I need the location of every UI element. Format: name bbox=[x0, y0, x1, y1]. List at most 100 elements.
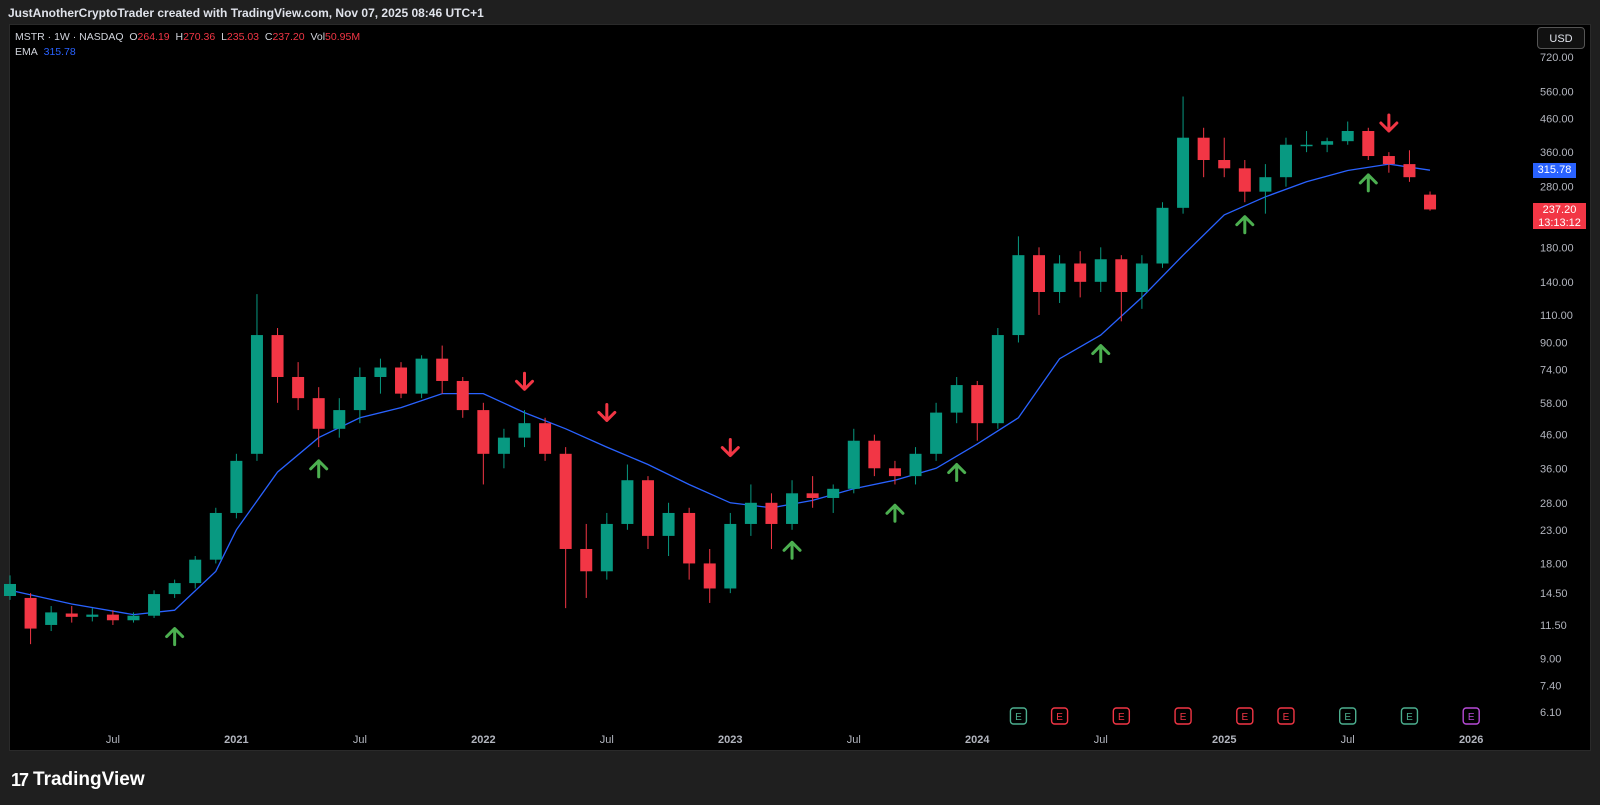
y-tick-label: 140.00 bbox=[1540, 277, 1574, 289]
last-price-text: 237.20 bbox=[1542, 204, 1577, 216]
tradingview-mark-icon: 17 bbox=[11, 769, 29, 790]
candle-body bbox=[1115, 259, 1128, 292]
tradingview-wordmark: TradingView bbox=[33, 769, 145, 790]
candle-body bbox=[86, 614, 99, 617]
currency-button[interactable]: USD bbox=[1537, 27, 1585, 49]
ema-value: 315.78 bbox=[43, 46, 76, 58]
buy-signal-arrow-icon bbox=[1235, 215, 1255, 235]
attribution-bar: JustAnotherCryptoTrader created with Tra… bbox=[0, 0, 1600, 24]
candle-body bbox=[209, 512, 222, 560]
x-tick-label: Jul bbox=[1094, 734, 1108, 746]
candle-body bbox=[415, 358, 428, 394]
x-tick-label: Jul bbox=[353, 734, 367, 746]
x-tick-label: 2024 bbox=[965, 734, 990, 746]
earnings-marker-label: E bbox=[1468, 712, 1475, 723]
candle-body bbox=[230, 460, 243, 513]
candle-body bbox=[1053, 263, 1066, 292]
x-tick-label: Jul bbox=[1341, 734, 1355, 746]
y-tick-label: 7.40 bbox=[1540, 680, 1561, 692]
candle-body bbox=[1012, 255, 1025, 336]
candle-body bbox=[744, 502, 757, 524]
earnings-marker-icon bbox=[1462, 707, 1480, 725]
candle-body bbox=[353, 376, 366, 411]
y-tick-label: 110.00 bbox=[1540, 310, 1573, 322]
earnings-marker-label: E bbox=[1406, 712, 1413, 723]
x-tick-label: Jul bbox=[847, 734, 861, 746]
buy-signal-arrow-icon bbox=[165, 627, 185, 647]
y-tick-label: 90.00 bbox=[1540, 337, 1568, 349]
earnings-marker-icon bbox=[1339, 707, 1357, 725]
candle-body bbox=[1094, 259, 1107, 282]
candle-body bbox=[374, 367, 387, 377]
candle-body bbox=[1403, 164, 1416, 178]
candle-body bbox=[1218, 160, 1231, 169]
buy-signal-arrow-icon bbox=[885, 503, 905, 523]
y-tick-label: 280.00 bbox=[1540, 182, 1574, 194]
bar-countdown: 13:13:12 bbox=[1538, 217, 1581, 229]
candle-body bbox=[1177, 137, 1190, 208]
candle-body bbox=[703, 563, 716, 589]
y-tick-label: 11.50 bbox=[1540, 620, 1567, 632]
candle-body bbox=[168, 583, 181, 595]
low-value: 235.03 bbox=[226, 31, 260, 43]
candle-body bbox=[1424, 194, 1437, 210]
y-tick-label: 14.50 bbox=[1540, 588, 1568, 600]
x-tick-label: 2026 bbox=[1459, 734, 1483, 746]
high-label: H bbox=[175, 31, 184, 43]
volume-label: Vol bbox=[310, 31, 326, 43]
x-tick-label: 2023 bbox=[718, 734, 742, 746]
candle-body bbox=[1156, 207, 1169, 264]
symbol-label[interactable]: MSTR · 1W · NASDAQ bbox=[15, 31, 124, 43]
tradingview-logo[interactable]: 17 TradingView bbox=[11, 769, 145, 791]
candle-body bbox=[1362, 130, 1375, 157]
candle-body bbox=[65, 613, 78, 617]
y-tick-label: 18.00 bbox=[1540, 558, 1568, 570]
candle-body bbox=[1033, 255, 1046, 292]
ohlc-row: MSTR · 1W · NASDAQ O264.19 H270.36 L235.… bbox=[15, 30, 360, 45]
candle-body bbox=[930, 412, 943, 454]
x-tick-label: 2021 bbox=[224, 734, 248, 746]
ema-row[interactable]: EMA 315.78 bbox=[15, 45, 360, 60]
low-label: L bbox=[221, 31, 227, 43]
y-tick-label: 360.00 bbox=[1540, 147, 1574, 159]
candle-body bbox=[847, 440, 860, 489]
candle-body bbox=[641, 480, 654, 536]
candle-body bbox=[1135, 263, 1148, 292]
earnings-marker-label: E bbox=[1241, 712, 1248, 723]
candle-body bbox=[868, 440, 881, 469]
candle-body bbox=[559, 453, 572, 549]
candle-body bbox=[497, 437, 510, 454]
high-value: 270.36 bbox=[183, 31, 216, 43]
candle-body bbox=[292, 376, 305, 399]
candle-body bbox=[189, 559, 202, 584]
chart-legend: MSTR · 1W · NASDAQ O264.19 H270.36 L235.… bbox=[15, 30, 360, 60]
y-tick-label: 23.00 bbox=[1540, 525, 1568, 537]
close-value: 237.20 bbox=[272, 31, 305, 43]
earnings-marker-label: E bbox=[1283, 712, 1290, 723]
candle-body bbox=[580, 548, 593, 572]
candle-body bbox=[991, 335, 1004, 424]
candle-body bbox=[1300, 144, 1313, 147]
earnings-marker-icon bbox=[1009, 707, 1028, 725]
earnings-marker-label: E bbox=[1180, 712, 1187, 723]
candle-body bbox=[806, 493, 819, 498]
x-tick-label: Jul bbox=[106, 734, 120, 746]
ema-price-badge: 315.78 bbox=[1533, 163, 1576, 178]
x-tick-label: Jul bbox=[600, 734, 614, 746]
y-tick-label: 9.00 bbox=[1540, 654, 1561, 666]
candle-body bbox=[1341, 130, 1354, 142]
candle-body bbox=[888, 468, 901, 477]
candle-body bbox=[271, 335, 284, 377]
y-tick-label: 58.00 bbox=[1540, 398, 1568, 410]
candle-body bbox=[45, 612, 58, 625]
candle-body bbox=[909, 453, 922, 477]
candle-body bbox=[436, 358, 449, 381]
open-label: O bbox=[129, 31, 138, 43]
sell-signal-arrow-icon bbox=[720, 438, 740, 458]
buy-signal-arrow-icon bbox=[309, 459, 329, 479]
y-tick-label: 6.10 bbox=[1540, 707, 1561, 719]
earnings-marker-icon bbox=[1400, 707, 1419, 725]
candle-body bbox=[518, 423, 531, 438]
earnings-marker-icon bbox=[1277, 707, 1295, 725]
